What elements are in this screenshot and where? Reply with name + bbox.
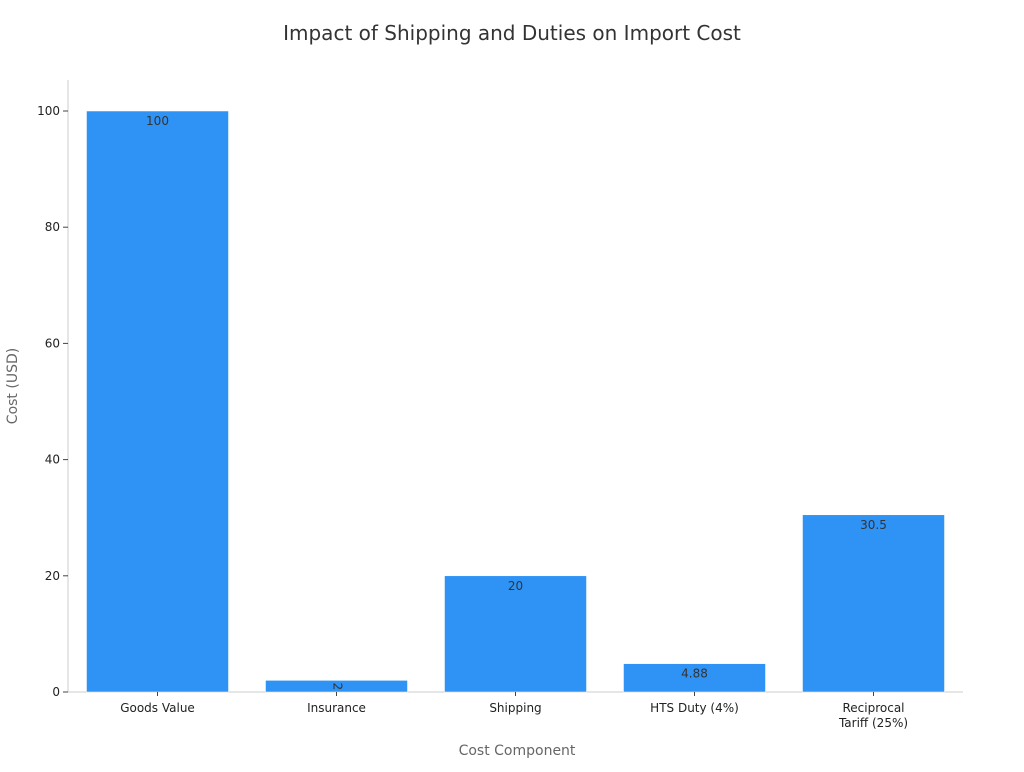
x-tick-label: Shipping <box>489 701 541 715</box>
bar <box>86 110 229 693</box>
y-tick-label: 100 <box>37 104 60 118</box>
x-tick-label: Reciprocal Tariff (25%) <box>838 701 908 730</box>
y-axis-label: Cost (USD) <box>5 348 21 424</box>
x-axis-label: Cost Component <box>459 743 576 759</box>
bar-value-label: 100 <box>146 114 169 128</box>
bar-value-label: 4.88 <box>681 667 708 681</box>
bar <box>623 663 766 693</box>
y-tick-label: 20 <box>45 569 60 583</box>
y-tick-label: 0 <box>52 685 60 699</box>
bar <box>444 575 587 693</box>
x-tick-label: Insurance <box>307 701 366 715</box>
bar <box>802 514 945 693</box>
plot-area: 0 20 40 60 80 100 100 Goods Value 2 Insurance 20 Sh… <box>37 80 963 730</box>
y-tick-label: 40 <box>45 453 60 467</box>
bar-value-label: 30.5 <box>860 518 887 532</box>
y-tick-label: 60 <box>45 336 60 350</box>
chart-title: Impact of Shipping and Duties on Import … <box>283 21 741 45</box>
x-tick-label: HTS Duty (4%) <box>650 701 739 715</box>
bar-value-label: 20 <box>508 579 523 593</box>
y-tick-label: 80 <box>45 220 60 234</box>
x-tick-label: Goods Value <box>120 701 195 715</box>
bar-value-label: 2 <box>331 683 345 691</box>
